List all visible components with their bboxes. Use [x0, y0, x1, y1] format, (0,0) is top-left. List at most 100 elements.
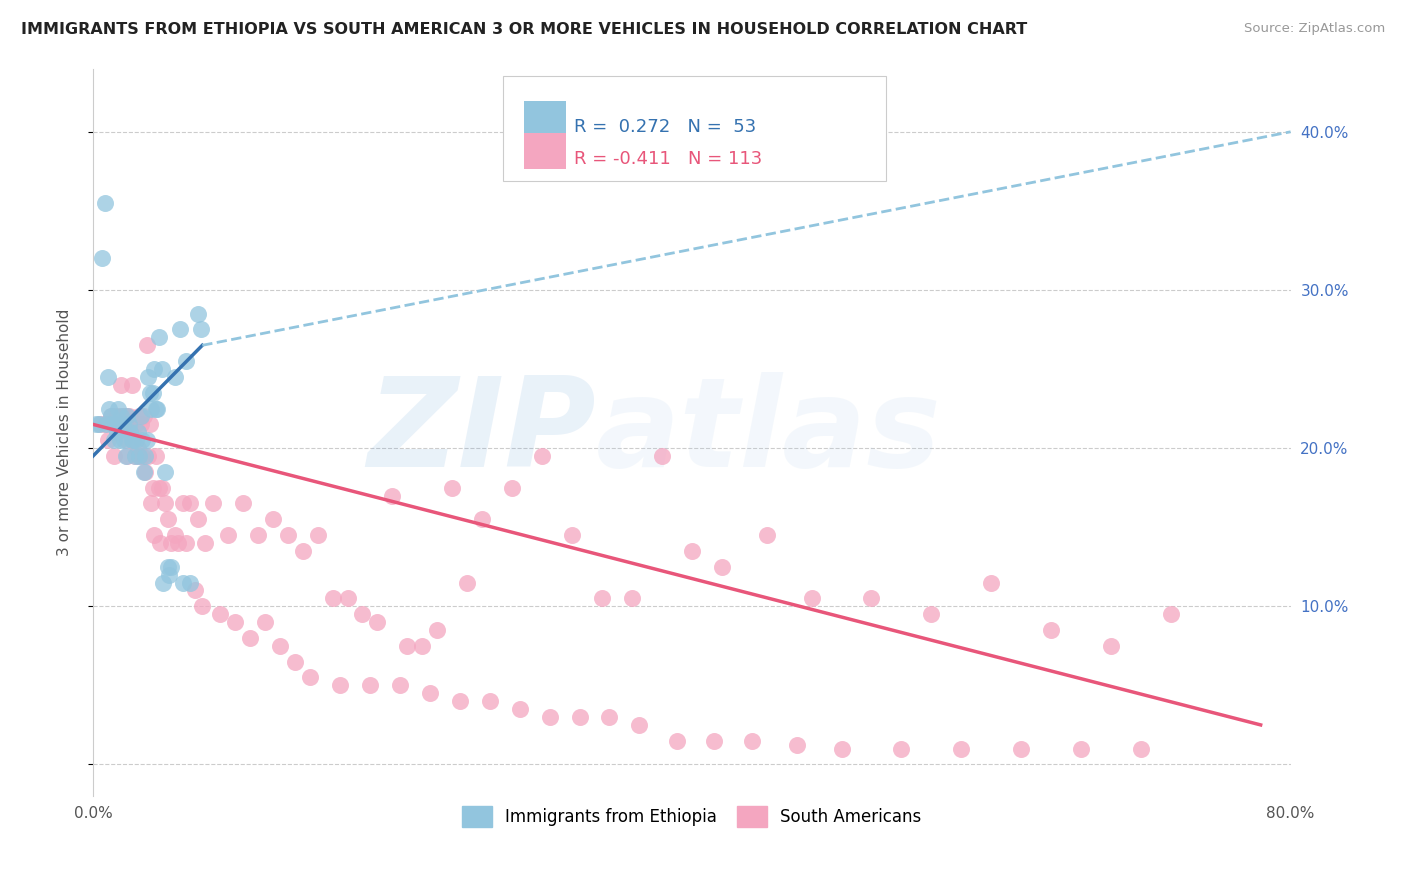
- Point: [890, 741, 912, 756]
- Point: [148, 481, 170, 495]
- FancyBboxPatch shape: [524, 102, 567, 137]
- Point: [800, 591, 823, 606]
- Point: [291, 544, 314, 558]
- Point: [741, 733, 763, 747]
- Point: [152, 575, 174, 590]
- Point: [269, 639, 291, 653]
- Point: [125, 417, 148, 432]
- Point: [87, 417, 110, 432]
- Point: [127, 425, 149, 440]
- Point: [107, 417, 129, 432]
- Point: [531, 449, 554, 463]
- Point: [194, 536, 217, 550]
- Point: [449, 694, 471, 708]
- Point: [509, 702, 531, 716]
- Point: [100, 409, 122, 424]
- Point: [411, 639, 433, 653]
- Point: [187, 307, 209, 321]
- Point: [122, 434, 145, 448]
- Point: [174, 354, 197, 368]
- Point: [108, 417, 131, 432]
- Point: [129, 409, 152, 424]
- Y-axis label: 3 or more Vehicles in Household: 3 or more Vehicles in Household: [58, 309, 72, 556]
- Point: [143, 528, 166, 542]
- Point: [396, 639, 419, 653]
- Point: [1160, 607, 1182, 622]
- Point: [174, 536, 197, 550]
- Point: [262, 512, 284, 526]
- Point: [359, 678, 381, 692]
- Point: [114, 417, 136, 432]
- Point: [131, 434, 153, 448]
- Point: [165, 370, 187, 384]
- Point: [138, 370, 160, 384]
- FancyBboxPatch shape: [524, 133, 567, 169]
- Point: [710, 559, 733, 574]
- Point: [501, 481, 523, 495]
- Point: [135, 338, 157, 352]
- Point: [111, 409, 134, 424]
- Point: [169, 322, 191, 336]
- Point: [478, 694, 501, 708]
- Point: [538, 710, 561, 724]
- Point: [190, 322, 212, 336]
- Point: [118, 417, 141, 432]
- Point: [156, 559, 179, 574]
- Point: [307, 528, 329, 542]
- Point: [284, 655, 307, 669]
- Point: [598, 710, 620, 724]
- Point: [117, 409, 139, 424]
- Point: [138, 449, 160, 463]
- Point: [114, 434, 136, 448]
- Point: [165, 528, 187, 542]
- Point: [172, 575, 194, 590]
- Point: [150, 481, 173, 495]
- Point: [179, 496, 201, 510]
- Point: [103, 449, 125, 463]
- Point: [471, 512, 494, 526]
- Point: [146, 401, 169, 416]
- Point: [145, 449, 167, 463]
- Point: [187, 512, 209, 526]
- Text: atlas: atlas: [596, 372, 942, 492]
- Point: [131, 449, 153, 463]
- Point: [160, 559, 183, 574]
- Point: [336, 591, 359, 606]
- Point: [179, 575, 201, 590]
- Point: [388, 678, 411, 692]
- Point: [381, 489, 404, 503]
- Point: [1070, 741, 1092, 756]
- Point: [125, 434, 148, 448]
- Point: [98, 401, 121, 416]
- Point: [920, 607, 942, 622]
- Point: [110, 377, 132, 392]
- Point: [142, 481, 165, 495]
- Point: [91, 252, 114, 266]
- Point: [139, 385, 162, 400]
- Point: [96, 417, 118, 432]
- Point: [246, 528, 269, 542]
- Point: [84, 417, 107, 432]
- Point: [141, 401, 163, 416]
- Point: [157, 567, 180, 582]
- Point: [121, 434, 143, 448]
- Point: [104, 417, 127, 432]
- Point: [651, 449, 673, 463]
- Point: [89, 417, 111, 432]
- Point: [103, 434, 125, 448]
- Point: [620, 591, 643, 606]
- Point: [352, 607, 374, 622]
- Point: [426, 623, 449, 637]
- Point: [108, 434, 131, 448]
- Point: [561, 528, 583, 542]
- Point: [142, 385, 165, 400]
- Point: [105, 409, 128, 424]
- Point: [831, 741, 853, 756]
- Point: [128, 449, 150, 463]
- FancyBboxPatch shape: [502, 76, 886, 181]
- Point: [299, 670, 322, 684]
- Point: [628, 718, 651, 732]
- Point: [201, 496, 224, 510]
- Point: [322, 591, 344, 606]
- Point: [980, 575, 1002, 590]
